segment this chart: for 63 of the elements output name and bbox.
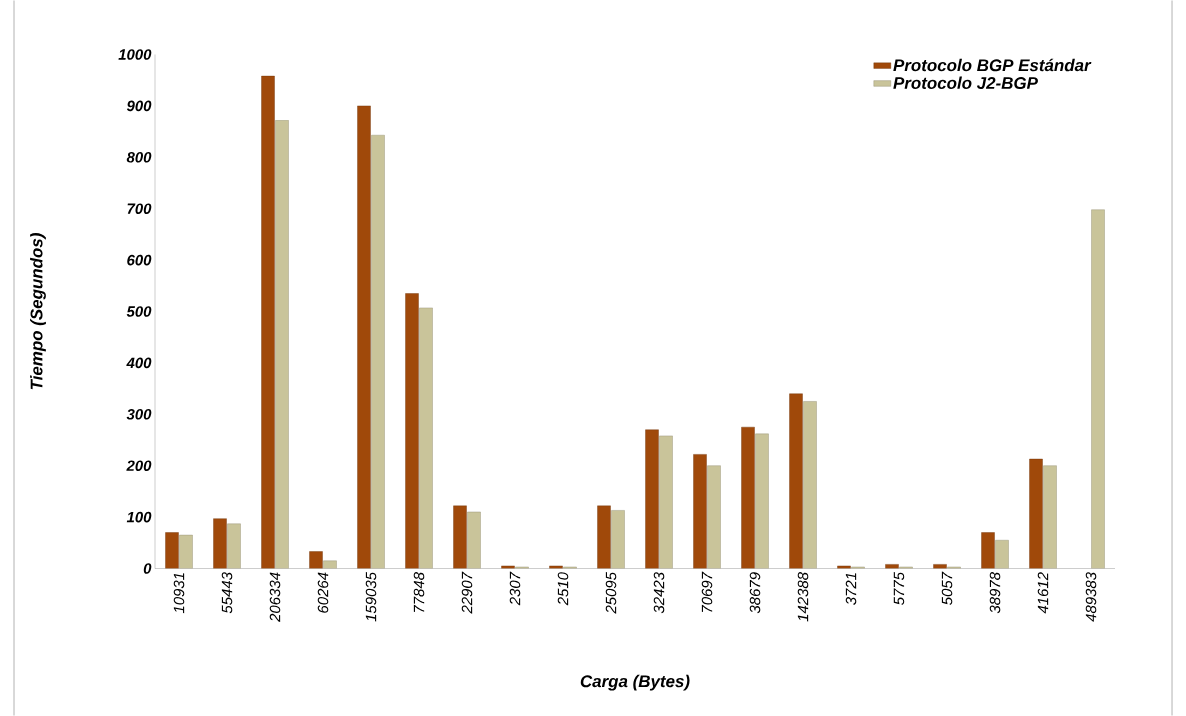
bar bbox=[419, 307, 433, 569]
y-tick-label: 1000 bbox=[118, 49, 152, 60]
x-tick-label: 5057 bbox=[941, 571, 953, 605]
bar bbox=[659, 435, 673, 569]
bar bbox=[789, 393, 803, 569]
x-tick-label: 60264 bbox=[317, 572, 329, 613]
y-tick-label: 900 bbox=[126, 100, 152, 112]
x-tick-label: 32423 bbox=[653, 572, 665, 614]
x-tick-label: 38679 bbox=[749, 572, 761, 614]
bar bbox=[995, 540, 1009, 569]
x-tick-label: 77848 bbox=[413, 572, 425, 613]
bar bbox=[323, 560, 337, 569]
legend-label: Protocolo J2-BGP bbox=[893, 76, 1038, 90]
bar bbox=[357, 105, 371, 569]
legend-label: Protocolo BGP Estándar bbox=[893, 58, 1092, 72]
x-tick-label: 70697 bbox=[701, 571, 713, 613]
bar bbox=[1029, 458, 1043, 569]
bar bbox=[693, 454, 707, 569]
bar bbox=[405, 293, 419, 569]
bar bbox=[1043, 465, 1057, 569]
bar bbox=[179, 534, 193, 569]
x-axis-title: Carga (Bytes) bbox=[580, 674, 690, 691]
bar bbox=[261, 75, 275, 569]
bar bbox=[755, 433, 769, 569]
y-tick-label: 700 bbox=[127, 203, 152, 214]
x-tick-label: 2307 bbox=[509, 571, 521, 606]
bar bbox=[213, 518, 227, 569]
bar bbox=[597, 505, 611, 569]
y-tick-label: 300 bbox=[126, 409, 152, 420]
x-tick-label: 3721 bbox=[845, 573, 857, 605]
y-tick-label: 400 bbox=[126, 357, 152, 369]
x-tick-label: 22907 bbox=[461, 571, 473, 614]
bar bbox=[803, 401, 817, 569]
bar bbox=[741, 426, 755, 569]
y-tick-label: 200 bbox=[126, 460, 152, 471]
x-tick-label: 489383 bbox=[1085, 572, 1097, 622]
y-tick-label: 600 bbox=[127, 254, 152, 266]
x-tick-label: 41612 bbox=[1037, 572, 1049, 614]
x-tick-label: 55443 bbox=[221, 572, 233, 614]
x-tick-label: 38978 bbox=[989, 572, 1001, 614]
bar bbox=[275, 120, 289, 569]
x-tick-label: 206334 bbox=[269, 572, 281, 622]
bar bbox=[645, 429, 659, 569]
x-tick-label: 5775 bbox=[893, 571, 905, 605]
x-tick-label: 159035 bbox=[365, 572, 377, 622]
bar bbox=[165, 532, 179, 569]
x-tick-label: 2510 bbox=[557, 572, 569, 606]
y-tick-label: 100 bbox=[126, 511, 152, 523]
bar bbox=[453, 505, 467, 569]
bar bbox=[981, 532, 995, 569]
bar bbox=[611, 510, 625, 569]
bar bbox=[707, 465, 721, 569]
y-axis-title: Tiempo (Segundos) bbox=[30, 233, 46, 390]
x-tick-label: 10931 bbox=[173, 573, 185, 614]
bar bbox=[467, 511, 481, 569]
x-tick-label: 25095 bbox=[605, 572, 617, 614]
x-tick-label: 142388 bbox=[797, 572, 809, 622]
bar bbox=[1091, 209, 1105, 569]
y-tick-label: 500 bbox=[126, 306, 152, 317]
y-tick-label: 800 bbox=[126, 152, 152, 163]
bar bbox=[371, 134, 385, 569]
bar bbox=[227, 523, 241, 569]
y-tick-label: 0 bbox=[143, 563, 152, 574]
